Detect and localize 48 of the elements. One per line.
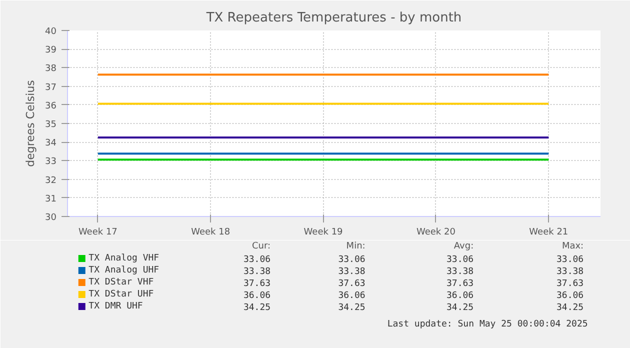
y-tick-label: 35 — [45, 120, 56, 130]
text: 34.25 — [243, 303, 271, 313]
text: 33.38 — [243, 267, 271, 277]
y-tick-label: 30 — [45, 213, 57, 223]
text: 33.38 — [338, 267, 366, 277]
x-tick-label: Week 20 — [416, 228, 456, 238]
text: Last update: Sun May 25 00:00:04 2025 — [387, 320, 588, 330]
y-tick-label: 39 — [45, 46, 57, 56]
text: Max: — [562, 242, 584, 252]
text: Cur: — [252, 242, 271, 252]
text: 33.06 — [556, 255, 584, 265]
text: 33.06 — [243, 255, 271, 265]
text: 37.63 — [446, 279, 474, 289]
x-tick-label: Week 17 — [78, 228, 118, 238]
y-tick-label: 33 — [45, 157, 56, 168]
text: 33.38 — [446, 267, 474, 277]
text: 34.25 — [446, 303, 474, 313]
text: 33.06 — [338, 255, 366, 265]
y-tick-label: 38 — [45, 64, 57, 74]
text: 34.25 — [338, 303, 366, 313]
legend-label: TX DStar VHF — [88, 278, 154, 288]
chart-title: TX Repeaters Temperatures - by month — [205, 10, 462, 26]
x-tick-label: Week 21 — [529, 228, 568, 238]
text: Avg: — [454, 242, 474, 252]
y-tick-label: 36 — [45, 101, 57, 112]
text: Min: — [346, 242, 366, 252]
text: 34.25 — [556, 303, 584, 313]
y-tick-label: 32 — [45, 176, 56, 186]
legend-label: TX Analog UHF — [88, 266, 160, 276]
text: 37.63 — [338, 279, 366, 289]
y-tick-label: 31 — [45, 194, 56, 204]
text: 37.63 — [243, 279, 271, 289]
x-tick-label: Week 19 — [304, 228, 344, 238]
y-axis-title: degrees Celsius — [24, 80, 38, 167]
text: 36.06 — [556, 291, 584, 301]
text: 37.63 — [556, 279, 584, 289]
y-tick-label: 37 — [45, 82, 56, 93]
legend-label: TX DStar UHF — [88, 290, 154, 300]
y-tick-label: 34 — [45, 138, 57, 149]
y-tick-label: 40 — [45, 27, 57, 37]
x-tick-label: Week 18 — [191, 228, 230, 238]
text: 36.06 — [338, 291, 366, 301]
text: 36.06 — [243, 291, 271, 301]
legend-label: TX DMR UHF — [88, 302, 143, 312]
text: 33.06 — [446, 255, 474, 265]
legend-label: TX Analog VHF — [88, 254, 160, 264]
text: 36.06 — [446, 291, 474, 301]
text: 33.38 — [556, 267, 584, 277]
